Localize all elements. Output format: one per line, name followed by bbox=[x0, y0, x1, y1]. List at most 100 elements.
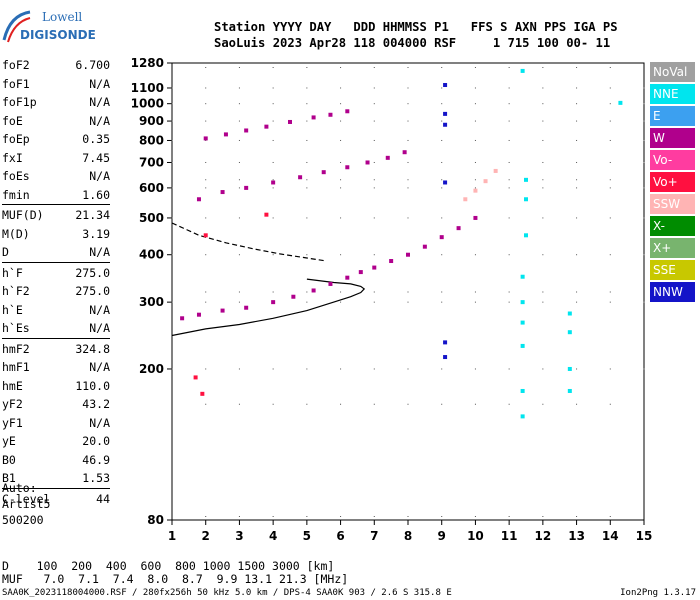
grid-dot bbox=[643, 139, 645, 141]
grid-dot bbox=[238, 217, 240, 219]
grid-dot bbox=[609, 67, 611, 68]
logo-line1: Lowell bbox=[42, 10, 83, 24]
param-value: 6.700 bbox=[75, 58, 110, 72]
param-row: h`F2 275.0 bbox=[2, 282, 110, 301]
grid-dot bbox=[340, 301, 342, 303]
grid-dot bbox=[373, 179, 375, 181]
echo-point bbox=[345, 165, 350, 170]
grid-dot bbox=[205, 217, 207, 219]
param-label: C-level bbox=[2, 491, 51, 506]
grid-dot bbox=[609, 179, 611, 181]
param-value: 275.0 bbox=[75, 284, 110, 298]
grid-dot bbox=[272, 217, 274, 219]
echo-point bbox=[372, 265, 377, 270]
grid-dot bbox=[542, 516, 544, 517]
grid-dot bbox=[441, 120, 443, 122]
echo-point bbox=[520, 320, 525, 325]
grid-dot bbox=[508, 403, 510, 405]
echo-point bbox=[567, 330, 572, 335]
echo-point bbox=[520, 388, 525, 393]
echo-point bbox=[196, 312, 201, 317]
echo-point bbox=[203, 136, 208, 141]
param-value: 275.0 bbox=[75, 265, 110, 280]
grid-dot bbox=[474, 368, 476, 370]
grid-dot bbox=[340, 120, 342, 122]
param-label: MUF(D) bbox=[2, 208, 44, 222]
y-tick-label: 700 bbox=[139, 155, 164, 169]
grid-dot bbox=[205, 139, 207, 141]
echo-point bbox=[291, 294, 296, 299]
electron-density-profile bbox=[171, 278, 366, 337]
grid-dot bbox=[441, 254, 443, 256]
grid-dot bbox=[373, 103, 375, 105]
grid-dot bbox=[508, 103, 510, 105]
echo-point bbox=[520, 68, 525, 73]
param-value: N/A bbox=[89, 76, 110, 91]
echo-point bbox=[345, 275, 350, 280]
x-tick-label: 7 bbox=[370, 529, 378, 543]
grid-dot bbox=[441, 139, 443, 141]
grid-dot bbox=[508, 67, 510, 68]
grid-dot bbox=[441, 403, 443, 405]
x-tick-label: 3 bbox=[235, 529, 243, 543]
param-row: B1 1.53 bbox=[2, 469, 110, 488]
grid-dot bbox=[609, 103, 611, 105]
legend-entry: SSE bbox=[650, 260, 695, 280]
echo-point bbox=[196, 197, 201, 202]
grid-dot bbox=[474, 254, 476, 256]
grid-dot bbox=[508, 87, 510, 89]
y-tick-label: 1280 bbox=[131, 56, 164, 70]
param-label: M(D) bbox=[2, 226, 30, 241]
param-value: N/A bbox=[89, 302, 110, 317]
grid-dot bbox=[508, 161, 510, 163]
grid-dot bbox=[407, 120, 409, 122]
grid-dot bbox=[542, 291, 544, 293]
echo-point bbox=[203, 233, 208, 238]
params-separator bbox=[2, 337, 110, 339]
echo-point bbox=[321, 170, 326, 175]
echo-point bbox=[422, 244, 427, 249]
grid-dot bbox=[508, 139, 510, 141]
param-row: yE 20.0 bbox=[2, 432, 110, 451]
param-label: hmF2 bbox=[2, 341, 30, 356]
logo-line2: DIGISONDE bbox=[20, 28, 96, 42]
logo-mark-icon bbox=[2, 10, 31, 43]
header-values: SaoLuis 2023 Apr28 118 004000 RSF 1 715 … bbox=[214, 36, 611, 50]
autoscaling-info: Auto: Artist5 500200 bbox=[2, 480, 50, 528]
grid-dot bbox=[576, 187, 578, 189]
footer-info: SAA0K_2023118004000.RSF / 280fx256h 50 k… bbox=[2, 588, 452, 598]
grid-dot bbox=[576, 254, 578, 256]
grid-dot bbox=[205, 179, 207, 181]
param-label: hmE bbox=[2, 378, 23, 393]
param-row: hmE 110.0 bbox=[2, 377, 110, 396]
grid-dot bbox=[407, 403, 409, 405]
grid-dot bbox=[441, 103, 443, 105]
param-row: h`F 275.0 bbox=[2, 264, 110, 283]
scaled-parameters-panel: foF2 6.700 foF1 N/A foF1p N/A foE N/A foEp 0.35 fx… bbox=[2, 56, 110, 508]
param-value: 43.2 bbox=[82, 397, 110, 411]
grid-dot bbox=[542, 254, 544, 256]
echo-point bbox=[220, 308, 225, 313]
grid-dot bbox=[542, 139, 544, 141]
grid-dot bbox=[643, 161, 645, 163]
echo-point bbox=[443, 180, 448, 185]
param-value: 21.34 bbox=[75, 208, 110, 222]
footer-version: Ion2Png 1.3.17 bbox=[620, 588, 696, 598]
grid-dot bbox=[407, 301, 409, 303]
grid-dot bbox=[643, 87, 645, 89]
grid-dot bbox=[576, 161, 578, 163]
y-tick-label: 200 bbox=[139, 362, 164, 376]
param-label: yF2 bbox=[2, 397, 23, 411]
grid-dot bbox=[441, 179, 443, 181]
grid-dot bbox=[272, 403, 274, 405]
grid-dot bbox=[576, 516, 578, 517]
grid-dot bbox=[171, 161, 173, 163]
grid-dot bbox=[306, 301, 308, 303]
echo-point bbox=[520, 414, 525, 419]
x-tick-label: 1 bbox=[168, 529, 176, 543]
grid-dot bbox=[205, 301, 207, 303]
grid-dot bbox=[609, 254, 611, 256]
echo-point bbox=[271, 300, 276, 305]
grid-dot bbox=[306, 87, 308, 89]
grid-dot bbox=[508, 120, 510, 122]
